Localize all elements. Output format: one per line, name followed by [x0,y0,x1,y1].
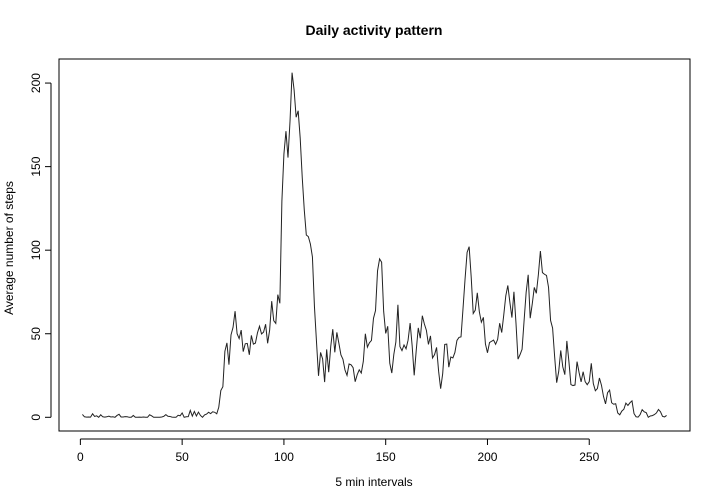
x-axis-label: 5 min intervals [335,475,412,489]
y-tick-label: 100 [29,240,43,260]
y-tick-label: 50 [29,327,43,341]
data-line [82,72,667,419]
x-tick-label: 200 [477,450,497,464]
plot-frame [58,58,691,432]
x-tick-label: 50 [175,450,189,464]
y-axis-label: Average number of steps [2,181,16,315]
x-tick-label: 0 [77,450,84,464]
chart-title: Daily activity pattern [306,22,443,38]
x-tick-label: 100 [274,450,294,464]
y-tick-label: 0 [29,414,43,421]
y-tick-label: 200 [29,73,43,93]
x-tick-label: 150 [376,450,396,464]
y-tick-label: 150 [29,156,43,176]
x-tick-label: 250 [579,450,599,464]
